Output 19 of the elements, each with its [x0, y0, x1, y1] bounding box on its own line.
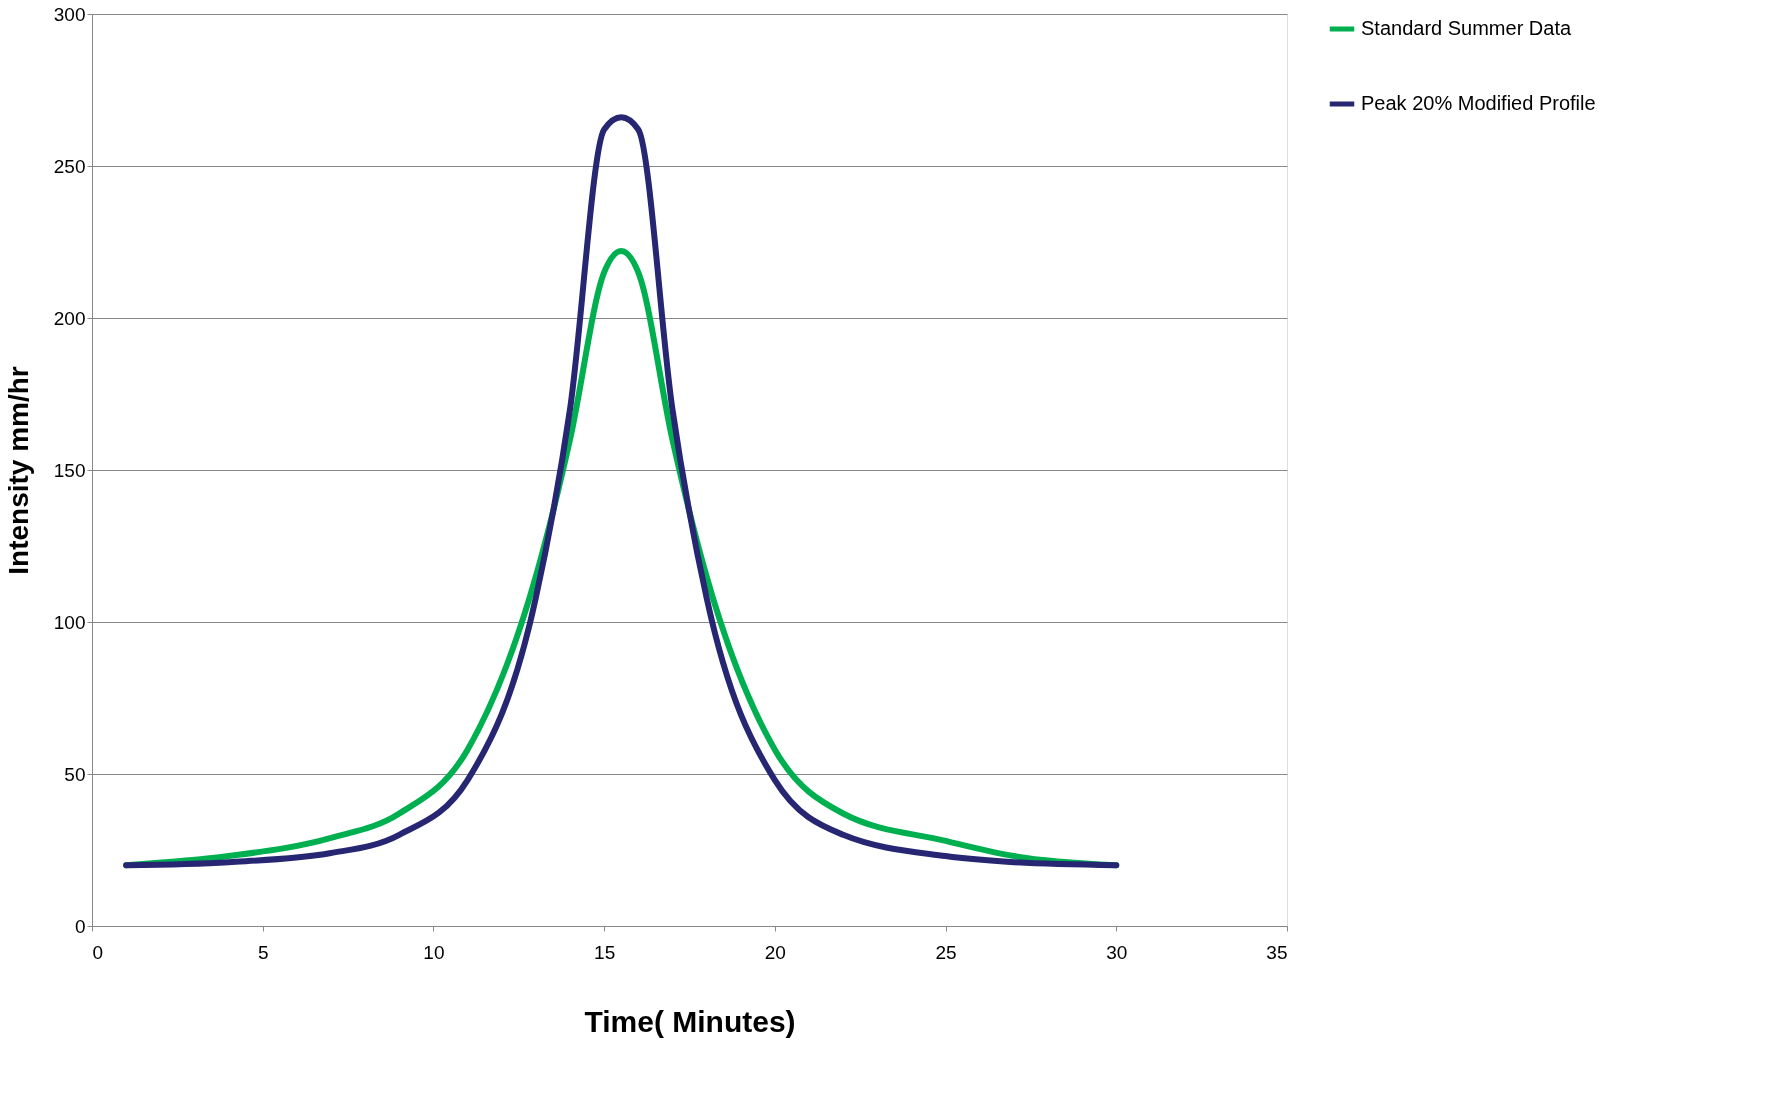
x-tick-label: 0: [92, 941, 104, 963]
x-tick-label: 30: [1106, 941, 1128, 963]
y-tick-label: 300: [53, 3, 86, 25]
y-axis-title: Intensity mm/hr: [2, 366, 34, 575]
x-tick-label: 20: [764, 941, 786, 963]
y-tick-label: 200: [53, 307, 86, 329]
x-tick-label: 15: [594, 941, 616, 963]
x-tick-label: 25: [935, 941, 957, 963]
legend-label: Peak 20% Modified Profile: [1361, 92, 1596, 114]
y-tick-label: 100: [53, 611, 86, 633]
x-tick-label: 35: [1266, 941, 1288, 963]
y-tick-label: 150: [53, 459, 86, 481]
y-tick-label: 0: [74, 915, 86, 937]
x-tick-label: 5: [257, 941, 269, 963]
x-tick-label: 10: [423, 941, 445, 963]
y-tick-label: 50: [64, 763, 86, 785]
y-tick-label: 250: [53, 155, 86, 177]
x-axis-title: Time( Minutes): [584, 1004, 796, 1038]
legend-label: Standard Summer Data: [1361, 17, 1572, 39]
